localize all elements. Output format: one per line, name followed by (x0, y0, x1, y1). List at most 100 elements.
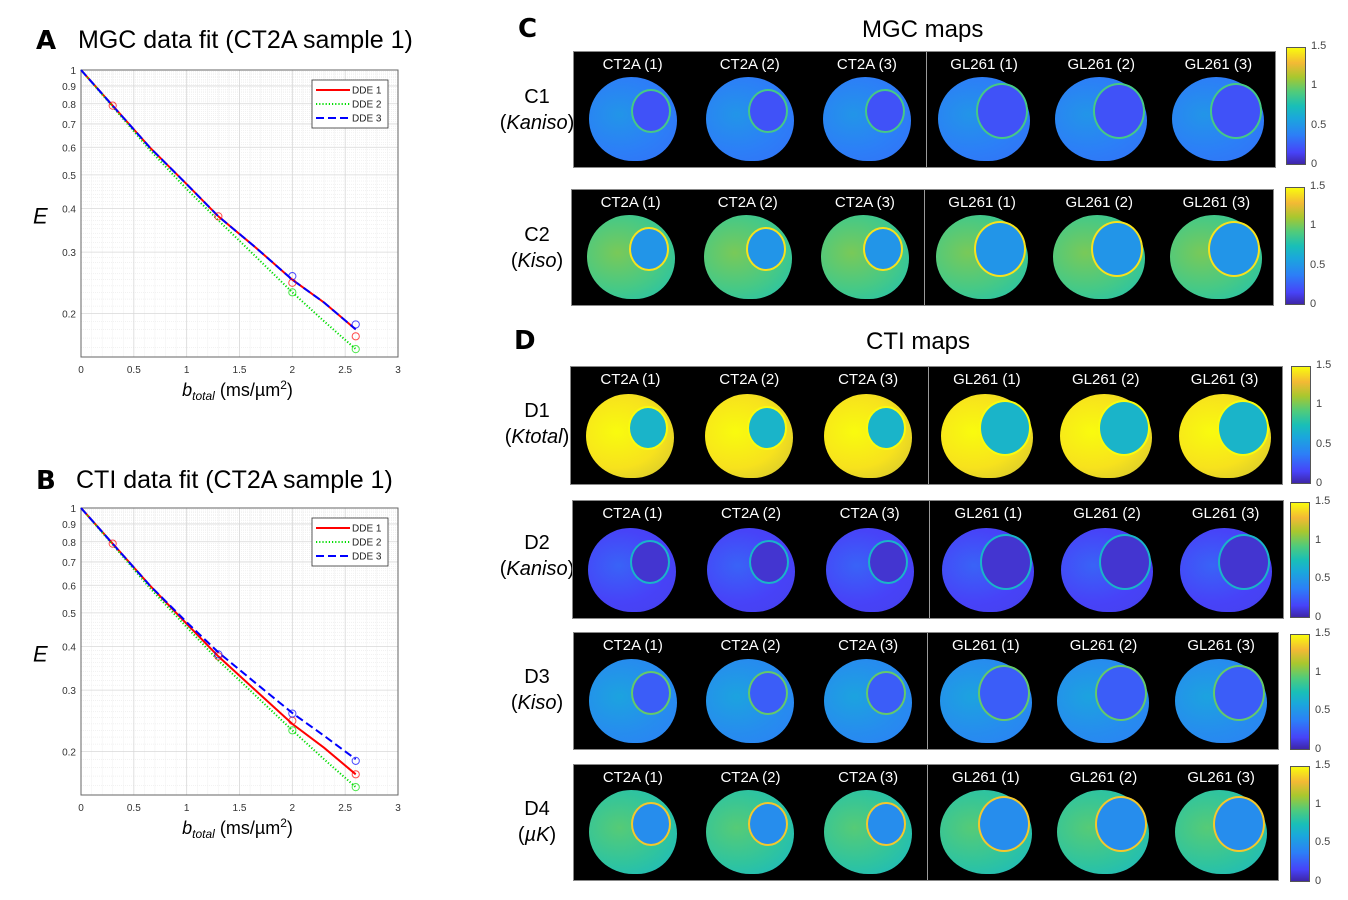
tumor-region (1093, 223, 1142, 275)
sample-label: CT2A (1) (600, 194, 661, 211)
brain-slice-image (939, 659, 1032, 743)
tumor-region (750, 804, 787, 844)
map-cell: CT2A (3) (808, 52, 925, 167)
tumor-region (978, 85, 1027, 137)
tumor-region (1210, 223, 1259, 275)
sample-label: GL261 (3) (1182, 194, 1251, 211)
brain-slice-image (824, 790, 913, 874)
tumor-region (632, 542, 669, 582)
group-divider (925, 52, 927, 167)
map-cell: CT2A (3) (806, 190, 923, 305)
brain-slice-image (1055, 77, 1148, 161)
data-point-dde-2 (288, 288, 297, 297)
colorbar-tick-label: 0.5 (1310, 258, 1326, 271)
map-cell: GL261 (2) (1048, 501, 1167, 618)
x-tick-label: 3 (395, 365, 401, 376)
map-cell: GL261 (2) (1045, 633, 1163, 749)
y-tick-label: 1 (70, 66, 76, 77)
brain-slice-image (705, 394, 794, 478)
map-cell: CT2A (3) (810, 501, 929, 618)
brain-slice-image (588, 528, 677, 612)
sample-label: CT2A (1) (602, 56, 663, 73)
brain-slice-image (1060, 528, 1153, 612)
sample-label: CT2A (1) (602, 769, 663, 786)
sample-label: GL261 (1) (948, 194, 1016, 211)
colorbar-tick-label: 1.5 (1310, 180, 1326, 192)
brain-slice-image (824, 394, 913, 478)
tumor-region (630, 408, 667, 448)
brain-slice-image (1059, 394, 1152, 478)
sample-label: CT2A (3) (838, 371, 899, 388)
data-point-dde-1 (108, 101, 117, 110)
y-tick-label: 0.2 (62, 309, 76, 320)
map-cell: CT2A (2) (692, 501, 811, 618)
tumor-region (866, 91, 903, 131)
sample-label: GL261 (3) (1187, 769, 1255, 786)
brain-slice-image (1178, 394, 1271, 478)
colorbar (1285, 187, 1305, 305)
tumor-region (979, 667, 1028, 719)
x-tick-label: 2 (290, 365, 296, 376)
legend-label: DDE 2 (352, 538, 382, 549)
colorbar-tick-label: 0.5 (1315, 572, 1331, 585)
panel-letter-c: C (518, 14, 538, 44)
x-axis-label: btotal (ms/µm2) (182, 378, 293, 403)
map-cell: GL261 (1) (929, 501, 1048, 618)
sample-label: GL261 (3) (1184, 56, 1253, 73)
x-tick-label: 2 (290, 803, 296, 814)
sample-label: CT2A (3) (838, 637, 899, 654)
brain-slice-image (820, 215, 909, 299)
brain-slice-image (942, 528, 1035, 612)
map-cell: GL261 (1) (926, 52, 1043, 167)
legend-box (311, 517, 389, 567)
colorbar-tick-label: 0.5 (1315, 704, 1331, 717)
tumor-region (864, 229, 901, 269)
legend-label: DDE 1 (352, 524, 382, 535)
tumor-region (868, 804, 905, 844)
brain-slice-image (1170, 215, 1263, 299)
data-point-dde-1 (108, 539, 117, 548)
tumor-region (1219, 536, 1268, 588)
colorbar-tick-label: 1 (1315, 533, 1322, 546)
legend-label: DDE 1 (352, 86, 382, 97)
group-divider (927, 633, 928, 749)
row-id: C1 (524, 86, 550, 108)
brain-slice-image (1053, 215, 1146, 299)
map-cell: CT2A (1) (572, 190, 689, 305)
y-tick-label: 0.2 (62, 747, 76, 758)
tumor-region (1097, 798, 1146, 850)
data-point-dde-1 (351, 770, 360, 779)
sample-label: GL261 (2) (1069, 637, 1138, 654)
sample-label: GL261 (3) (1187, 637, 1255, 654)
chart-b: 0.2 0.3 0.4 0.5 0.6 0.7 0.8 0.9 1 0 0.5 1 1.5 2 2.5 3 DD… (0, 0, 450, 900)
brain-slice-image (1175, 659, 1268, 743)
row-id: D4 (524, 798, 550, 820)
brain-slice-image (939, 790, 1032, 874)
sample-label: CT2A (3) (838, 769, 899, 786)
tumor-region (1212, 85, 1261, 137)
data-point-dde-2 (351, 345, 360, 354)
data-point-dde-1 (214, 212, 223, 221)
data-point-dde-2 (351, 783, 360, 792)
brain-slice-image (586, 215, 675, 299)
brain-slice-image (825, 528, 914, 612)
x-tick-label: 2.5 (338, 803, 352, 814)
colorbar (1286, 47, 1306, 165)
map-cell: CT2A (1) (574, 633, 692, 749)
tumor-region (630, 229, 667, 269)
tumor-region (1095, 85, 1144, 137)
map-strip-d1: CT2A (1) CT2A (2) CT2A (3) GL261 (1) GL261 (… (570, 366, 1283, 485)
brain-slice-image (586, 394, 675, 478)
brain-slice-image (938, 77, 1031, 161)
brain-slice-image (588, 659, 677, 743)
sample-label: CT2A (2) (720, 505, 781, 522)
colorbar (1290, 634, 1310, 750)
row-label-d4: D4 (µK) (497, 796, 577, 848)
x-tick-label: 0 (78, 365, 84, 376)
map-strip-c1: CT2A (1) CT2A (2) CT2A (3) GL261 (1) GL261 (… (573, 51, 1276, 168)
map-cell: GL261 (3) (1158, 190, 1275, 305)
y-tick-label: 1 (70, 504, 76, 515)
colorbar-tick-label: 0.5 (1311, 118, 1327, 131)
y-tick-label: 0.7 (62, 120, 76, 131)
brain-slice-image (705, 77, 794, 161)
